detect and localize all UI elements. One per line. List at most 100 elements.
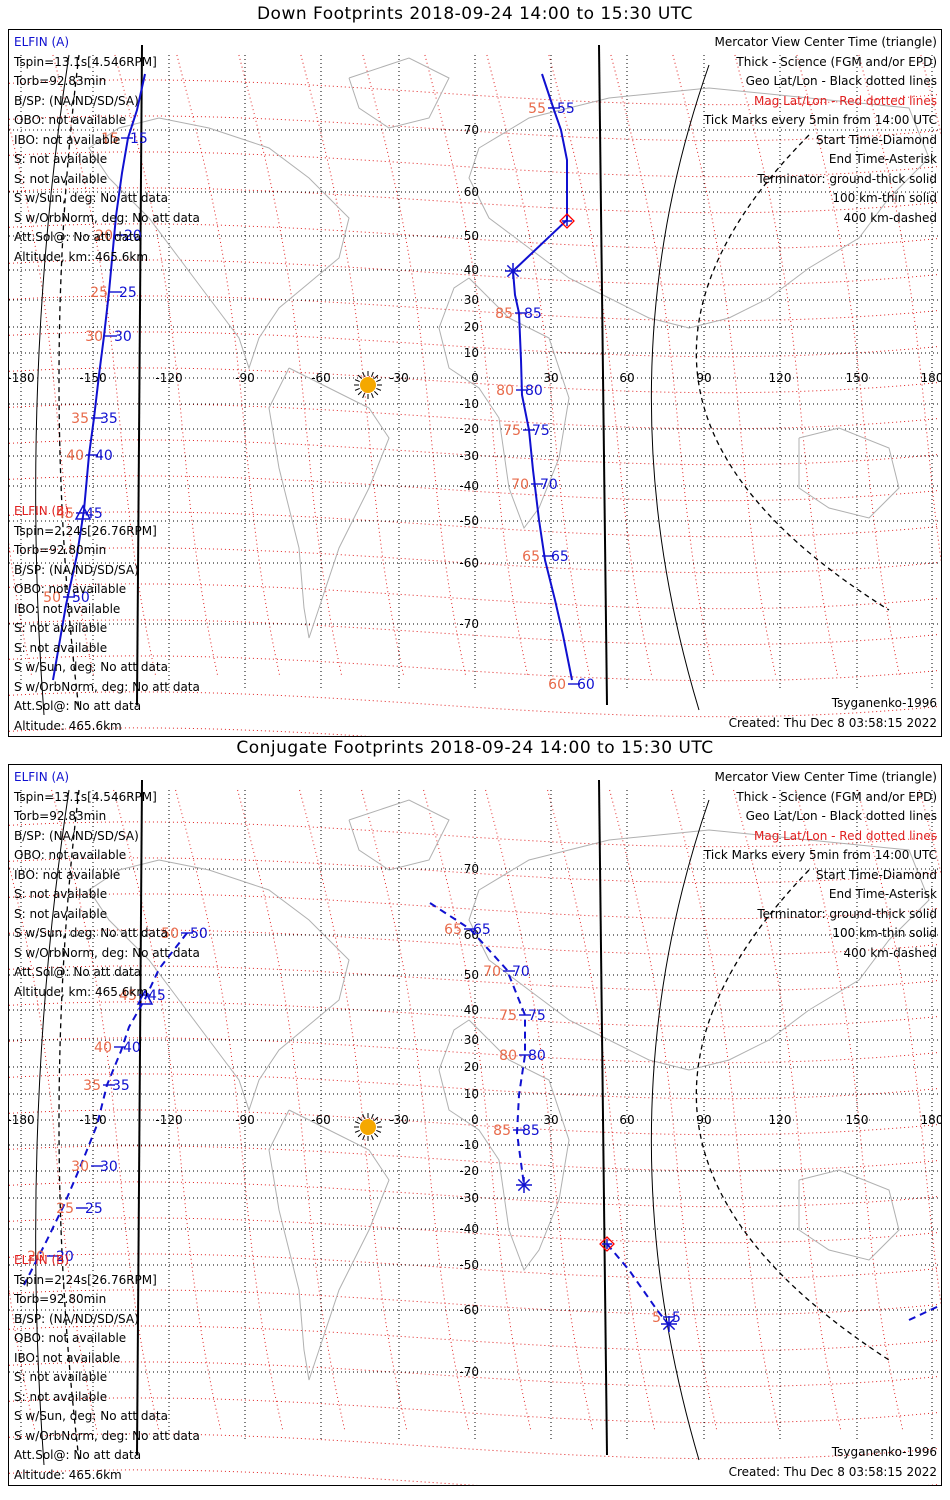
track-tick-label-red: 40 <box>94 1040 112 1056</box>
lon-tick-label: -150 <box>79 371 106 385</box>
mag-meridian-line <box>485 789 594 1431</box>
lat-tick-label: -30 <box>459 1191 479 1205</box>
track-tick-label-red: 55 <box>528 101 546 117</box>
map-canvas-conjugate: -180 -150 -120 -90 -60 -30 0 30 60 90 120 150 180 70 6… <box>9 779 941 1485</box>
terminator-ground-line-east <box>598 779 608 1456</box>
coastline-south-america <box>268 367 390 639</box>
sat-a-line: Tspin=13.1s[4.546RPM] <box>14 54 157 69</box>
track-tick-label-blue: 5 <box>672 1310 681 1326</box>
map-panel-conjugate: -180 -150 -120 -90 -60 -30 0 30 60 90 120 150 180 70 6… <box>8 764 942 1486</box>
mag-meridian-line <box>52 54 156 676</box>
track-b-line-south <box>606 1243 670 1326</box>
track-tick-label-red: 15 <box>101 131 119 147</box>
legend-line: Start Time-Diamond <box>815 867 937 882</box>
terminator-400km-line <box>695 134 890 611</box>
track-tick-label-red: 35 <box>83 1078 101 1094</box>
terminator-ground-line-west <box>136 44 143 706</box>
track-tick-label-blue: 30 <box>114 329 132 345</box>
end-asterisk-marker <box>517 1178 531 1192</box>
legend-line: 400 km-dashed <box>843 210 937 225</box>
terminator-100km-line <box>650 799 710 1461</box>
lat-tick-label: 60 <box>464 185 479 199</box>
legend-block: Mercator View Center Time (triangle) Thi… <box>704 768 937 963</box>
lon-tick-label: -90 <box>235 1113 255 1127</box>
sat-a-name: ELFIN (A) <box>14 770 70 784</box>
track-tick-label-blue: 75 <box>528 1008 546 1024</box>
coastline-greenland <box>348 799 450 871</box>
sat-b-info: ELFIN (B) Tspin=2.24s[26.76RPM] Torb=92.… <box>14 1251 200 1485</box>
lat-tick-label: -50 <box>459 1258 479 1272</box>
lat-tick-label: -60 <box>459 1303 479 1317</box>
start-diamond-marker <box>559 213 575 229</box>
track-tick-label-blue: 45 <box>148 988 166 1004</box>
sat-a-line: B/SP: (NA/ND/SD/SA) <box>14 93 139 108</box>
sat-a-line: Torb=92.83min <box>14 74 107 88</box>
legend-line: Thick - Science (FGM and/or EPD) <box>736 54 937 69</box>
coastline-greenland <box>348 57 450 129</box>
lon-tick-label: -180 <box>9 1113 35 1127</box>
lat-tick-label: 20 <box>464 320 479 334</box>
track-tick-label-red: 65 <box>522 549 540 565</box>
mag-meridian-line <box>423 789 532 1431</box>
sat-a-line: Att.Sol@: No att data <box>14 965 142 979</box>
mag-meridian-line <box>796 54 900 676</box>
lat-tick-label: 70 <box>464 123 479 137</box>
panel-title-down: Down Footprints 2018-09-24 14:00 to 15:3… <box>256 4 694 24</box>
lon-tick-label: 150 <box>846 1113 869 1127</box>
coastline-south-america <box>268 1109 390 1381</box>
sat-a-line: OBO: not available <box>14 113 127 127</box>
lat-tick-label: 30 <box>464 293 479 307</box>
legend-line: End Time-Asterisk <box>828 887 937 901</box>
map-panel-down: -180 -150 -120 -90 -60 -30 0 30 60 90 120 150 180 70 6… <box>8 29 942 737</box>
track-tick-label-red: 25 <box>90 285 108 301</box>
terminator-ground-line-west <box>136 779 143 1456</box>
sat-b-line: S: not available <box>14 1370 108 1384</box>
terminator-400km-line <box>695 869 890 1361</box>
sat-b-line: OBO: not available <box>14 1331 127 1345</box>
sat-a-info: ELFIN (A) Tspin=13.1s[4.546RPM] Torb=92.… <box>14 33 200 267</box>
mag-meridian-line <box>114 54 218 676</box>
lat-tick-label: 10 <box>464 346 479 360</box>
legend-block: Mercator View Center Time (triangle) Thi… <box>704 33 937 228</box>
coastline-eurasia <box>468 829 930 1071</box>
terminator-400km-line-west <box>58 789 80 1461</box>
track-tick-label-red: 75 <box>499 1008 517 1024</box>
sun-icon <box>354 1113 382 1141</box>
sat-a-line: Tspin=13.1s[4.546RPM] <box>14 789 157 804</box>
lon-tick-label: -120 <box>155 371 182 385</box>
mag-meridian-line <box>299 789 408 1431</box>
sat-b-line: IBO: not available <box>14 1350 121 1365</box>
model-label: Tsyganenko-1996 <box>831 1445 937 1459</box>
start-diamond-marker <box>599 1236 615 1252</box>
coastline-eurasia <box>468 87 930 329</box>
lat-tick-label: -40 <box>459 1222 479 1236</box>
track-tick-label-red: 50 <box>161 926 179 942</box>
sat-a-line: S w/Sun, deg: No att data <box>14 926 168 940</box>
track-tick-label-blue: 55 <box>557 101 575 117</box>
track-tick-label-red: 25 <box>56 1201 74 1217</box>
track-tick-label-blue: 80 <box>525 383 543 399</box>
mag-meridian-line <box>424 54 528 676</box>
sat-b-line: Att.Sol@: No att data <box>14 699 142 713</box>
sat-b-name: ELFIN (B) <box>14 1253 70 1267</box>
sat-b-line: S: not available <box>14 640 108 655</box>
lon-tick-label: -60 <box>311 1113 331 1127</box>
lat-tick-label: -20 <box>459 1164 479 1178</box>
legend-line: Tick Marks every 5min from 14:00 UTC <box>703 113 937 127</box>
lon-tick-label: 90 <box>696 371 711 385</box>
sat-a-line: S: not available <box>14 171 108 186</box>
track-tick-label-red: 30 <box>85 329 103 345</box>
track-tick-label-red: 75 <box>503 423 521 439</box>
sat-a-line: OBO: not available <box>14 848 127 862</box>
coastline-north-america <box>88 859 350 1112</box>
mag-meridian-line <box>362 54 466 676</box>
sat-b-line: Tspin=2.24s[26.76RPM] <box>14 1272 157 1287</box>
sat-b-line: S w/OrbNorm, deg: No att data <box>14 679 200 694</box>
track-tick-label-blue: 65 <box>473 922 491 938</box>
terminator-100km-line-west <box>35 789 70 1466</box>
track-tick-label-red: 5 <box>652 1310 661 1326</box>
sat-b-line: Torb=92.80min <box>14 543 107 557</box>
track-tick-label-red: 60 <box>548 677 566 693</box>
track-b-line <box>511 73 573 681</box>
coastline-north-america <box>88 117 350 370</box>
